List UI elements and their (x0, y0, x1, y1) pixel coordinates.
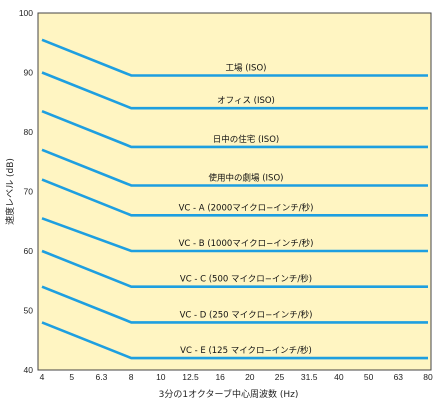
x-tick-label: 25 (275, 372, 285, 382)
series-line-4 (41, 148, 428, 187)
series-label-5: VC - A (2000マイクロ−インチ/秒) (179, 202, 314, 213)
y-tick-label: 50 (24, 306, 34, 316)
series-line-6 (41, 217, 428, 253)
x-tick-label: 16 (215, 372, 225, 382)
x-tick-label: 20 (245, 372, 255, 382)
x-axis-title: 3分の1オクターブ中心周波数 (Hz) (159, 388, 299, 400)
series-line-7 (41, 249, 428, 289)
y-axis-ticks: 40 50 60 70 80 90 100 (19, 8, 33, 375)
x-tick-label: 80 (423, 372, 433, 382)
y-axis-title: 速度レベル (dB) (4, 158, 16, 225)
x-tick-label: 5 (69, 372, 74, 382)
y-tick-label: 70 (24, 187, 34, 197)
series-line-9 (41, 321, 428, 360)
x-tick-label: 4 (40, 372, 45, 382)
series-line-5 (41, 178, 428, 217)
series-layer (41, 38, 428, 360)
y-tick-label: 80 (24, 127, 34, 137)
x-tick-label: 31.5 (301, 372, 318, 382)
y-tick-label: 90 (24, 68, 34, 78)
series-line-8 (41, 285, 428, 324)
series-label-9: VC - E (125 マイクロ−インチ/秒) (180, 345, 312, 356)
series-label-layer: 工場 (ISO) オフィス (ISO) 日中の住宅 (ISO) 使用中の劇場 (ISO… (179, 63, 314, 357)
x-axis-ticks: 4 5 6.3 8 10 12.5 16 20 25 31.5 40 50 63 80 (40, 372, 433, 382)
x-tick-label: 6.3 (95, 372, 107, 382)
y-tick-label: 60 (24, 246, 34, 256)
x-tick-label: 63 (394, 372, 404, 382)
x-tick-label: 10 (156, 372, 166, 382)
series-line-2 (41, 71, 428, 110)
y-tick-label: 100 (19, 8, 33, 18)
series-label-3: 日中の住宅 (ISO) (213, 134, 279, 145)
x-tick-label: 40 (334, 372, 344, 382)
x-tick-label: 50 (364, 372, 374, 382)
series-label-2: オフィス (ISO) (217, 96, 275, 106)
series-label-4: 使用中の劇場 (ISO) (209, 173, 284, 184)
series-line-1 (41, 38, 428, 77)
series-label-6: VC - B (1000マイクロ−インチ/秒) (179, 238, 314, 249)
x-tick-label: 8 (129, 372, 134, 382)
series-label-1: 工場 (ISO) (226, 63, 267, 74)
series-label-7: VC - C (500 マイクロ−インチ/秒) (180, 274, 312, 285)
y-tick-label: 40 (24, 365, 34, 375)
series-label-8: VC - D (250 マイクロ−インチ/秒) (180, 309, 313, 320)
x-tick-label: 12.5 (182, 372, 199, 382)
series-line-3 (41, 109, 428, 149)
